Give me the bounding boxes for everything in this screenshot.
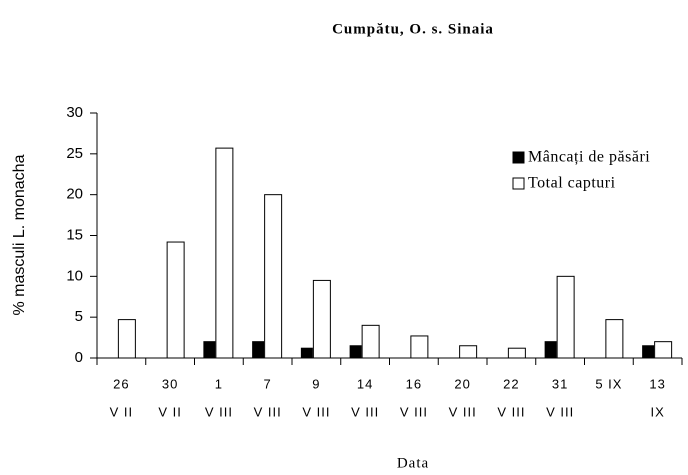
x-tick-label: IX [650,404,664,419]
x-tick-label: 30 [162,376,178,391]
legend-label: Total capturi [528,175,616,192]
y-tick-label: 5 [75,308,83,325]
bar [300,347,313,359]
x-tick-label: V III [351,404,379,419]
legend-label: Mâncați de păsări [528,149,650,166]
bar [361,324,380,359]
x-axis-label: Data [397,455,429,471]
bar [642,345,655,359]
x-tick-label: V III [449,404,477,419]
x-tick-label: 9 [312,376,320,391]
bar [166,241,185,359]
bar [215,147,234,359]
x-tick-label: 5 IX [595,376,622,391]
legend-swatch [512,177,525,190]
x-tick-label: V II [158,404,182,419]
x-tick-label: 16 [406,376,422,391]
y-tick-label: 20 [66,186,83,203]
bar [264,194,283,359]
x-tick-label: V III [546,404,574,419]
bar [459,345,478,359]
x-tick-label: V II [110,404,134,419]
x-tick-label: 31 [552,376,568,391]
bar [117,319,136,359]
bar [544,341,557,359]
y-tick-label: 25 [66,145,83,162]
y-tick-label: 10 [66,267,83,284]
legend-swatch [512,151,525,164]
y-tick-label: 15 [66,226,83,243]
x-tick-label: 14 [357,376,373,391]
x-tick-label: V III [205,404,233,419]
x-tick-label: 1 [215,376,223,391]
x-tick-label: 26 [113,376,129,391]
x-tick-label: V III [302,404,330,419]
bar [556,275,575,359]
y-axis-label: % masculi L. monacha [11,154,28,315]
y-tick-label: 30 [66,104,83,121]
bar [410,335,429,359]
x-tick-label: 7 [264,376,272,391]
x-tick-label: V III [400,404,428,419]
x-tick-label: V III [497,404,525,419]
bar [605,319,624,359]
bar [252,341,265,359]
bar [349,345,362,359]
x-tick-label: V III [254,404,282,419]
x-tick-label: 22 [503,376,519,391]
bar [312,279,331,359]
bar [203,341,216,359]
bar [507,347,526,359]
y-tick-label: 0 [75,349,83,366]
bar [654,341,673,359]
chart-title: Cumpătu, O. s. Sinaia [332,21,494,37]
x-tick-label: 20 [454,376,470,391]
x-tick-label: 13 [649,376,665,391]
